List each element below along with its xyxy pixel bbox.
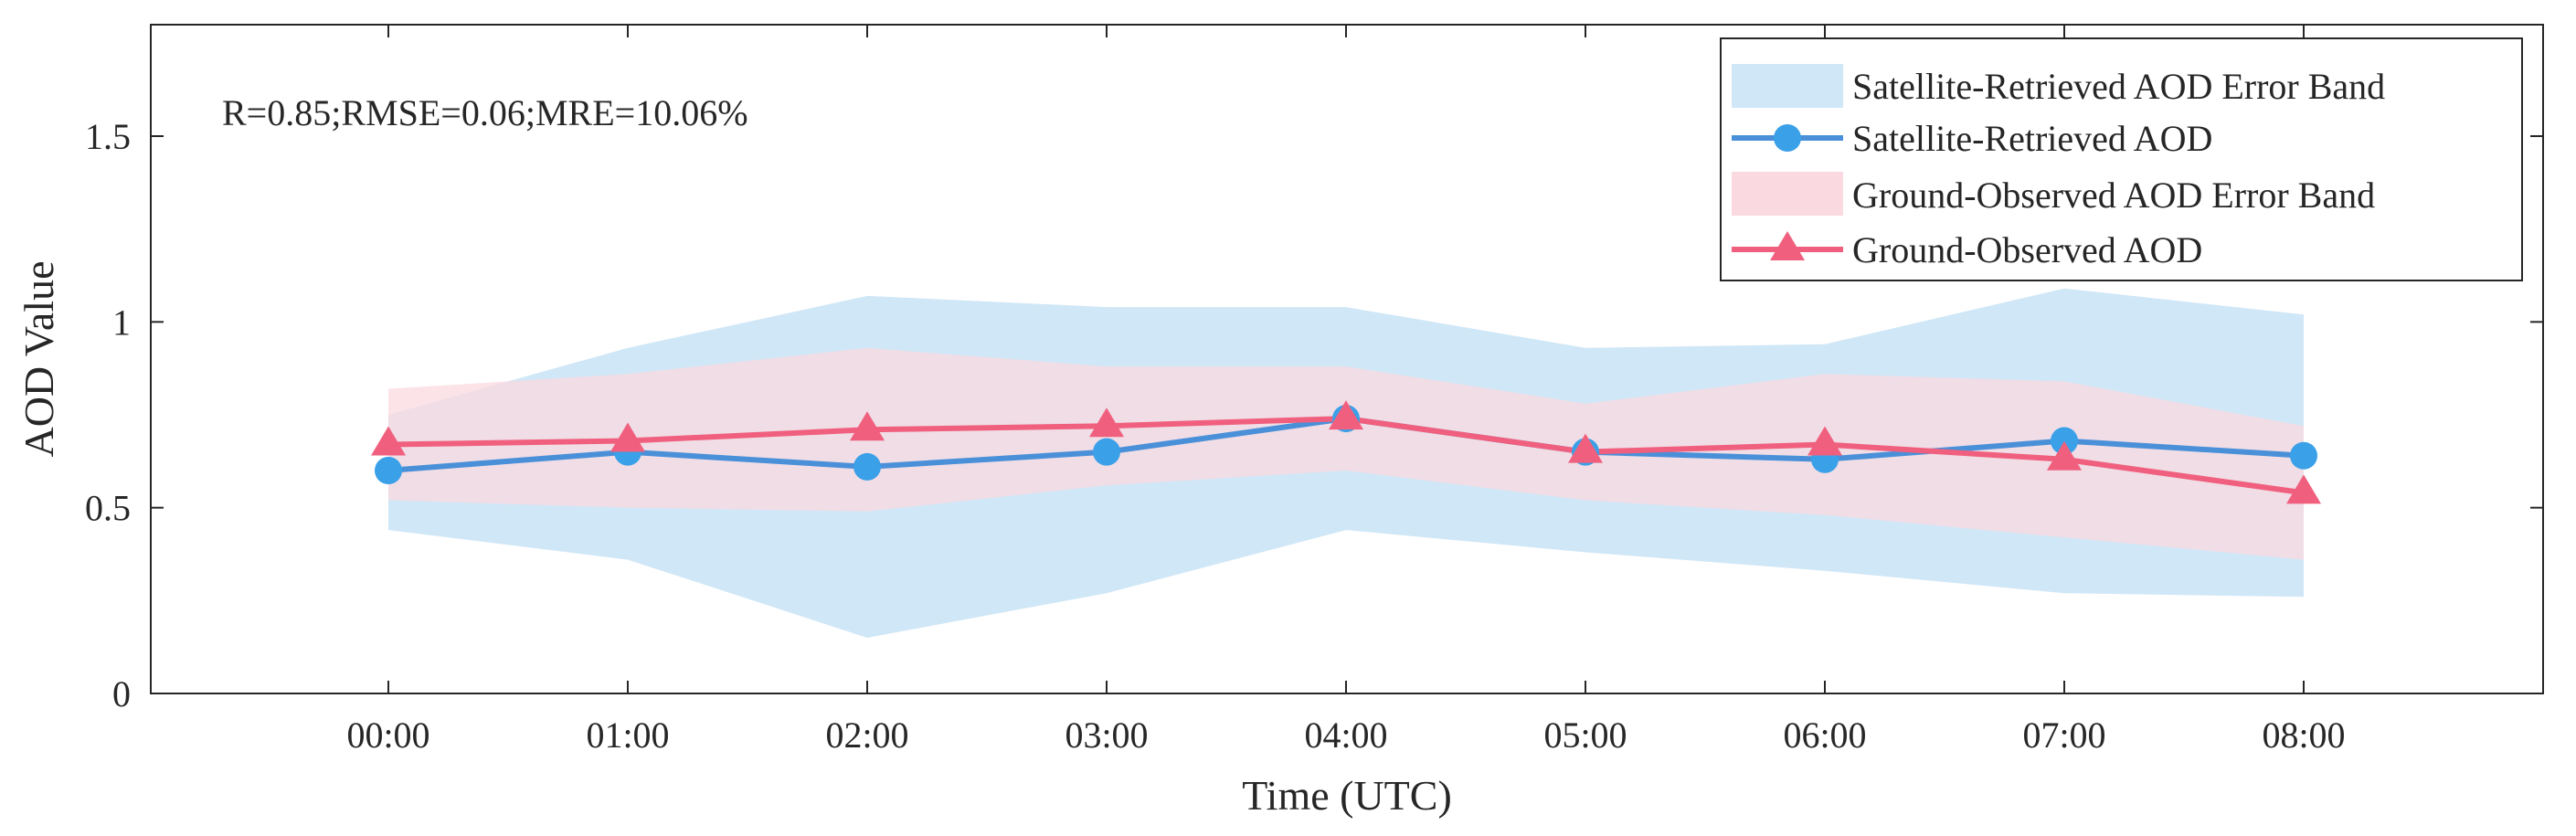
x-tick-label: 01:00 [586, 714, 669, 756]
ground-aod-point [610, 422, 645, 452]
y-tick-label: 0.5 [85, 488, 131, 529]
ground-aod-point [371, 426, 406, 456]
ground-aod-point [1807, 426, 1842, 456]
satellite-aod-point [2290, 441, 2317, 470]
ground-aod-point [850, 411, 885, 441]
x-tick-label: 06:00 [1783, 714, 1866, 756]
satellite-aod-point [2051, 427, 2078, 455]
legend-satellite-label: Satellite-Retrieved AOD [1852, 118, 2212, 159]
legend-satellite-band-label: Satellite-Retrieved AOD Error Band [1852, 66, 2385, 107]
error-bands [388, 288, 2304, 638]
annotation-text: R=0.85;RMSE=0.06;MRE=10.06% [222, 92, 748, 133]
x-tick-label: 04:00 [1304, 714, 1387, 756]
legend-ground-band-label: Ground-Observed AOD Error Band [1852, 175, 2375, 216]
axes: 00:00 01:00 02:00 03:00 04:00 05:00 06:00 07:00… [85, 25, 2543, 756]
legend-ground-label: Ground-Observed AOD [1852, 229, 2202, 270]
x-tick-label: 07:00 [2022, 714, 2105, 756]
satellite-aod-point [375, 457, 402, 484]
x-tick-label: 00:00 [346, 714, 429, 756]
x-tick-label: 02:00 [825, 714, 908, 756]
legend-satellite-marker [1774, 124, 1801, 152]
x-tick-label: 03:00 [1065, 714, 1148, 756]
y-tick-label: 1 [112, 302, 131, 343]
ground-aod-point [1089, 407, 1124, 438]
y-axis-label: AOD Value [16, 260, 62, 457]
ground-aod-point [1329, 400, 1363, 430]
ground-aod-point [2286, 474, 2321, 504]
legend: Satellite-Retrieved AOD Error Band Satel… [1720, 37, 2523, 281]
legend-box [1720, 37, 2523, 281]
x-tick-label: 08:00 [2262, 714, 2345, 756]
ground-aod-point [1568, 433, 1603, 463]
y-tick-label: 0 [112, 673, 131, 714]
legend-satellite-band-swatch [1732, 64, 1843, 108]
legend-ground-marker [1770, 231, 1805, 260]
satellite-aod-point [1093, 438, 1120, 466]
x-axis-label: Time (UTC) [1242, 772, 1452, 819]
ground-error-band [388, 347, 2304, 560]
x-tick-label: 05:00 [1543, 714, 1627, 756]
ground-aod-point [2047, 440, 2082, 471]
series-markers [371, 400, 2321, 504]
satellite-aod-point [853, 452, 881, 481]
legend-ground-band-swatch [1732, 172, 1843, 216]
y-tick-label: 1.5 [85, 116, 131, 157]
